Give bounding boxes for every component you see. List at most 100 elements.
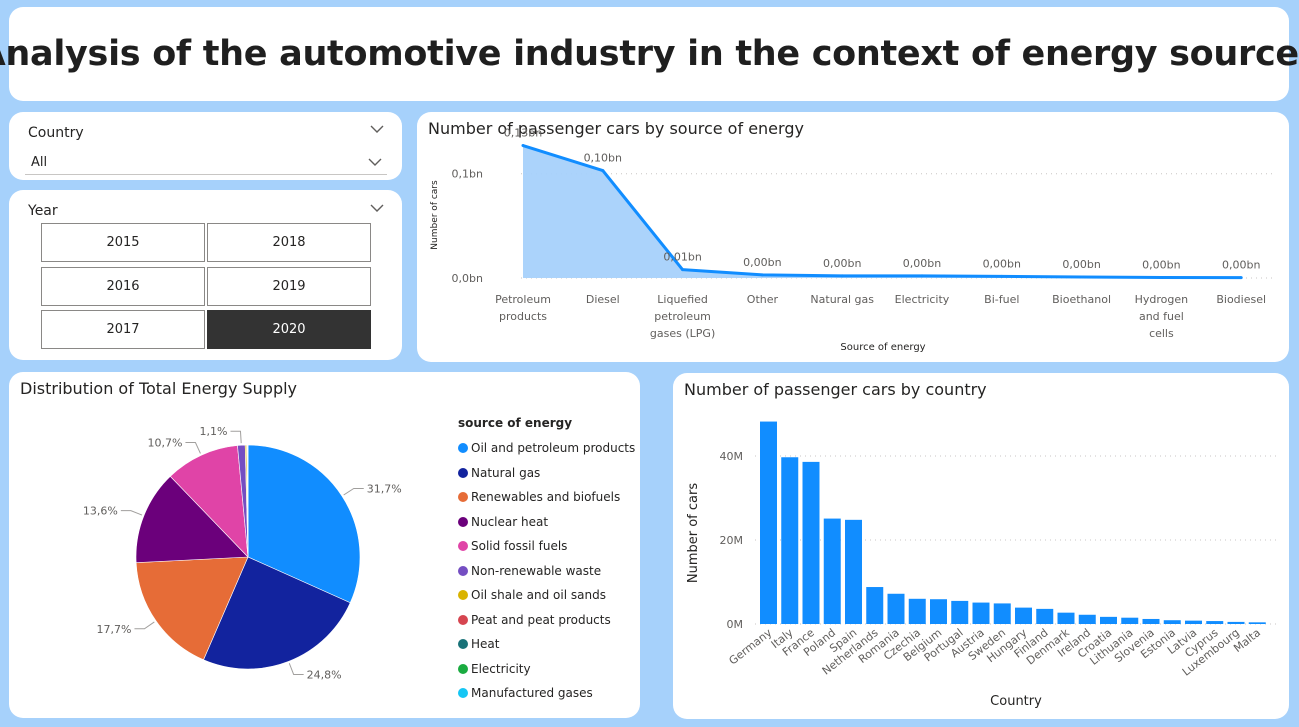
bar (1142, 618, 1160, 624)
bar (1185, 620, 1202, 624)
pie-slice (247, 444, 361, 604)
legend-item[interactable]: Solid fossil fuels (458, 534, 635, 559)
bar (845, 519, 862, 624)
leader-line (288, 663, 304, 675)
legend-swatch (458, 516, 468, 527)
legend-item[interactable]: Heat (458, 632, 635, 657)
bar (908, 598, 926, 624)
slice-label: 10,7% (147, 436, 182, 449)
slice-label: 13,6% (83, 505, 118, 518)
legend-swatch (458, 443, 468, 454)
legend-item[interactable]: Natural gas (458, 461, 635, 486)
legend-item[interactable]: Oil shale and oil sands (458, 583, 635, 608)
legend-swatch (458, 614, 468, 625)
y-tick-label: 20M (720, 534, 744, 547)
bar (760, 421, 777, 624)
pie-slice (169, 445, 249, 558)
data-label: 0,00bn (903, 257, 941, 270)
legend-item[interactable]: Electricity (458, 657, 635, 682)
bar (823, 518, 841, 624)
data-label: 0,01bn (663, 251, 701, 264)
x-tick-label: Liquefied (657, 293, 708, 306)
pie-slice (135, 475, 249, 563)
y-tick-label: 0,0bn (452, 272, 483, 285)
year-slicer-label: Year (28, 203, 58, 219)
x-tick-label: Other (747, 293, 779, 306)
country-dropdown-value: All (31, 155, 48, 170)
data-label: 0,00bn (983, 257, 1021, 270)
legend-label: Heat (471, 637, 500, 652)
line-chart-card: Number of passenger cars by source of en… (417, 112, 1289, 362)
x-tick-label: products (499, 310, 547, 323)
data-point (1239, 276, 1243, 280)
data-label: 0,00bn (1142, 258, 1180, 271)
data-label: 0,00bn (743, 256, 781, 269)
bar (1121, 617, 1139, 624)
legend-item[interactable]: Oil and petroleum products (458, 436, 635, 461)
x-tick-label: Germany (726, 626, 774, 668)
year-tile[interactable]: 2018 (207, 223, 371, 262)
x-tick-label: petroleum (654, 310, 711, 323)
legend-swatch (458, 663, 468, 674)
pie-chart-card: Distribution of Total Energy Supply 31,7… (9, 372, 640, 718)
data-point (681, 268, 685, 272)
title-card: Analysis of the automotive industry in t… (0, 7, 1299, 101)
legend-label: Oil and petroleum products (471, 441, 636, 456)
pie-slice (203, 556, 351, 670)
legend-item[interactable]: Manufactured gases (458, 681, 635, 706)
y-tick-label: 0M (727, 618, 744, 631)
x-tick-label: gases (LPG) (650, 327, 715, 340)
y-axis-label: Number of cars (686, 483, 701, 583)
bar (802, 461, 820, 624)
legend-item[interactable]: Non-renewable waste (458, 559, 635, 584)
x-tick-label: Electricity (895, 293, 950, 306)
country-slicer-label: Country (28, 125, 84, 141)
data-point (840, 274, 844, 278)
bar (1227, 621, 1245, 624)
line-chart-title: Number of passenger cars by source of en… (428, 119, 804, 138)
pie-slice (135, 556, 249, 661)
year-tile[interactable]: 2020 (207, 310, 371, 349)
chevron-down-icon[interactable] (370, 203, 384, 213)
line-chart: 0,0bn 0,1bn 0,13bn Petroleum products 0,10bn D… (430, 127, 1275, 353)
country-slicer: Country All (9, 112, 402, 180)
legend-item[interactable]: Nuclear heat (458, 510, 635, 535)
legend-swatch (458, 565, 468, 576)
leader-line (230, 430, 242, 444)
legend-label: Nuclear heat (471, 514, 549, 529)
bar (1078, 614, 1096, 624)
y-tick-label: 0,1bn (452, 168, 483, 181)
x-tick-label: Natural gas (810, 293, 874, 306)
bar (972, 602, 990, 624)
legend-label: Peat and peat products (471, 612, 611, 627)
legend-item[interactable]: Renewables and biofuels (458, 485, 635, 510)
bar-chart-title: Number of passenger cars by country (684, 380, 987, 399)
leader-line (343, 487, 364, 496)
legend-label: Non-renewable waste (471, 563, 602, 578)
y-tick-label: 40M (720, 450, 744, 463)
bar-chart-card: Number of passenger cars by country 0M 20… (673, 373, 1289, 719)
data-label: 0,10bn (584, 152, 622, 165)
slice-label: 31,7% (367, 482, 402, 495)
legend-swatch (458, 492, 468, 503)
year-tile[interactable]: 2017 (41, 310, 205, 349)
data-point (760, 273, 764, 277)
legend-swatch (458, 541, 468, 552)
year-tile[interactable]: 2019 (207, 267, 371, 306)
slice-label: 1,1% (200, 425, 228, 438)
chevron-down-icon[interactable] (370, 124, 384, 134)
legend-label: Oil shale and oil sands (471, 588, 606, 603)
country-dropdown[interactable]: All (25, 148, 387, 175)
area-fill (523, 145, 1242, 278)
chevron-down-icon[interactable] (368, 157, 382, 167)
pie-chart-title: Distribution of Total Energy Supply (20, 379, 298, 398)
x-tick-label: and fuel (1139, 310, 1184, 323)
legend-item[interactable]: Peat and peat products (458, 608, 635, 633)
x-tick-label: Bioethanol (1052, 293, 1111, 306)
bar (1100, 616, 1117, 624)
x-tick-label: cells (1149, 327, 1174, 340)
year-tile[interactable]: 2015 (41, 223, 205, 262)
bar-chart: 0M20M40MGermanyItalyFrancePolandSpainNet… (686, 421, 1276, 709)
year-tile[interactable]: 2016 (41, 267, 205, 306)
x-tick-label: Diesel (586, 293, 620, 306)
